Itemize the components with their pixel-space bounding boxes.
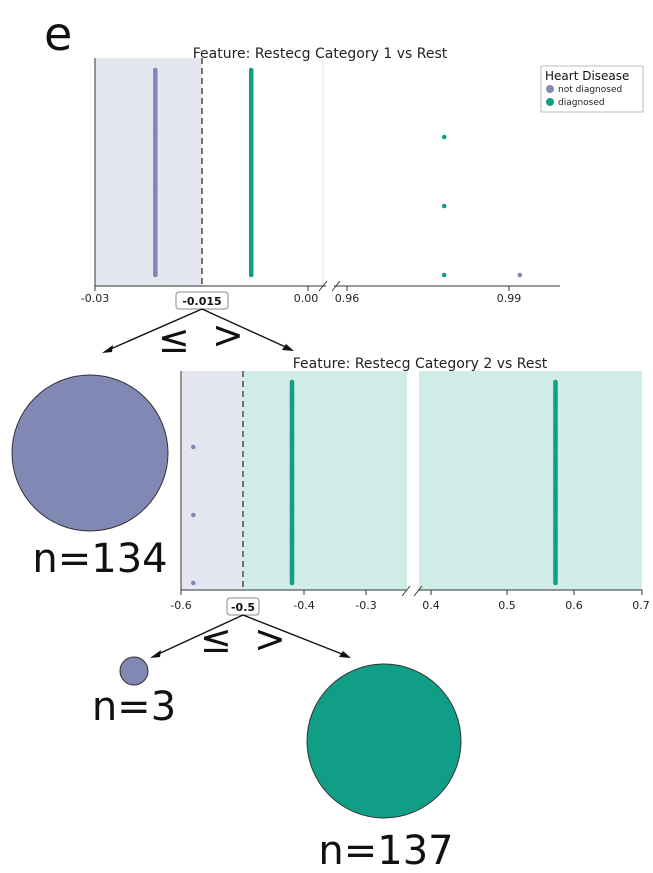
panel-label: e bbox=[44, 7, 72, 61]
top-break-mark-2 bbox=[331, 280, 341, 292]
second-points bbox=[191, 379, 558, 586]
root-split-arrows: ≤ > bbox=[102, 308, 294, 361]
data-point-diagnosed bbox=[441, 272, 447, 278]
data-point-not-diagnosed bbox=[517, 272, 523, 278]
top-plot: Feature: Restecg Category 1 vs Rest -0.0… bbox=[81, 46, 644, 310]
top-break-mark-1 bbox=[318, 280, 328, 292]
data-point-not-diagnosed bbox=[191, 444, 196, 450]
root-arrowhead-right bbox=[282, 344, 294, 351]
legend: Heart Disease not diagnosed diagnosed bbox=[540, 65, 644, 113]
second-break-mark-2 bbox=[413, 585, 423, 597]
second-right-region-a bbox=[243, 371, 407, 590]
legend-box bbox=[540, 65, 644, 113]
data-point-diagnosed bbox=[248, 272, 254, 278]
second-tick-label: 0.6 bbox=[565, 599, 583, 612]
root-le-symbol: ≤ bbox=[158, 317, 190, 361]
top-left-region bbox=[95, 58, 202, 286]
second-threshold-label: -0.5 bbox=[231, 601, 255, 614]
data-point-diagnosed bbox=[553, 580, 558, 586]
root-gt-symbol: > bbox=[212, 313, 244, 357]
second-split-arrows: ≤ > bbox=[150, 614, 351, 661]
second-arrowhead-left bbox=[150, 650, 161, 658]
second-arrowhead-right bbox=[339, 651, 351, 658]
second-tick-label: -0.6 bbox=[170, 599, 191, 612]
data-point-not-diagnosed bbox=[191, 580, 196, 586]
second-le-symbol: ≤ bbox=[200, 617, 232, 661]
legend-label-not-diagnosed: not diagnosed bbox=[558, 85, 622, 95]
data-point-diagnosed bbox=[289, 580, 295, 586]
second-gt-symbol: > bbox=[254, 617, 286, 661]
top-tick-label: 0.00 bbox=[294, 292, 319, 305]
top-tick-label: -0.03 bbox=[81, 292, 109, 305]
root-arrow-left bbox=[105, 308, 203, 352]
leaf-count-label: n=134 bbox=[32, 536, 167, 582]
legend-marker-not-diagnosed bbox=[546, 85, 554, 93]
second-plot-title: Feature: Restecg Category 2 vs Rest bbox=[293, 356, 548, 372]
top-tick-label: 0.96 bbox=[335, 292, 360, 305]
top-threshold-label: -0.015 bbox=[182, 295, 221, 308]
second-arrow-left bbox=[153, 614, 244, 657]
leaf-node-137 bbox=[306, 663, 462, 819]
second-tick-label: 0.4 bbox=[422, 599, 440, 612]
second-right-region-b bbox=[419, 371, 642, 590]
leaf-count-label: n=3 bbox=[92, 684, 176, 730]
leaf-node-3 bbox=[119, 656, 149, 686]
legend-label-diagnosed: diagnosed bbox=[558, 98, 605, 108]
legend-marker-diagnosed bbox=[546, 98, 554, 106]
top-points bbox=[153, 67, 523, 278]
root-arrowhead-left bbox=[102, 345, 113, 353]
root-arrow-right bbox=[201, 308, 291, 350]
data-point-not-diagnosed bbox=[191, 512, 196, 518]
second-left-region bbox=[181, 371, 243, 590]
data-point-diagnosed bbox=[441, 134, 447, 140]
second-tick-label: 0.5 bbox=[498, 599, 516, 612]
second-plot: Feature: Restecg Category 2 vs Rest -0.6… bbox=[170, 356, 650, 616]
second-break-mark-1 bbox=[401, 585, 411, 597]
top-plot-title: Feature: Restecg Category 1 vs Rest bbox=[193, 46, 448, 62]
top-tick-label: 0.99 bbox=[497, 292, 522, 305]
second-tick-label: 0.7 bbox=[632, 599, 650, 612]
leaf-node-134 bbox=[11, 374, 169, 532]
data-point-not-diagnosed bbox=[153, 272, 158, 278]
second-tick-label: -0.3 bbox=[355, 599, 376, 612]
legend-title: Heart Disease bbox=[545, 69, 629, 83]
data-point-diagnosed bbox=[441, 203, 447, 209]
second-arrow-right bbox=[242, 614, 348, 657]
leaf-count-label: n=137 bbox=[318, 828, 453, 873]
second-tick-label: -0.4 bbox=[293, 599, 314, 612]
